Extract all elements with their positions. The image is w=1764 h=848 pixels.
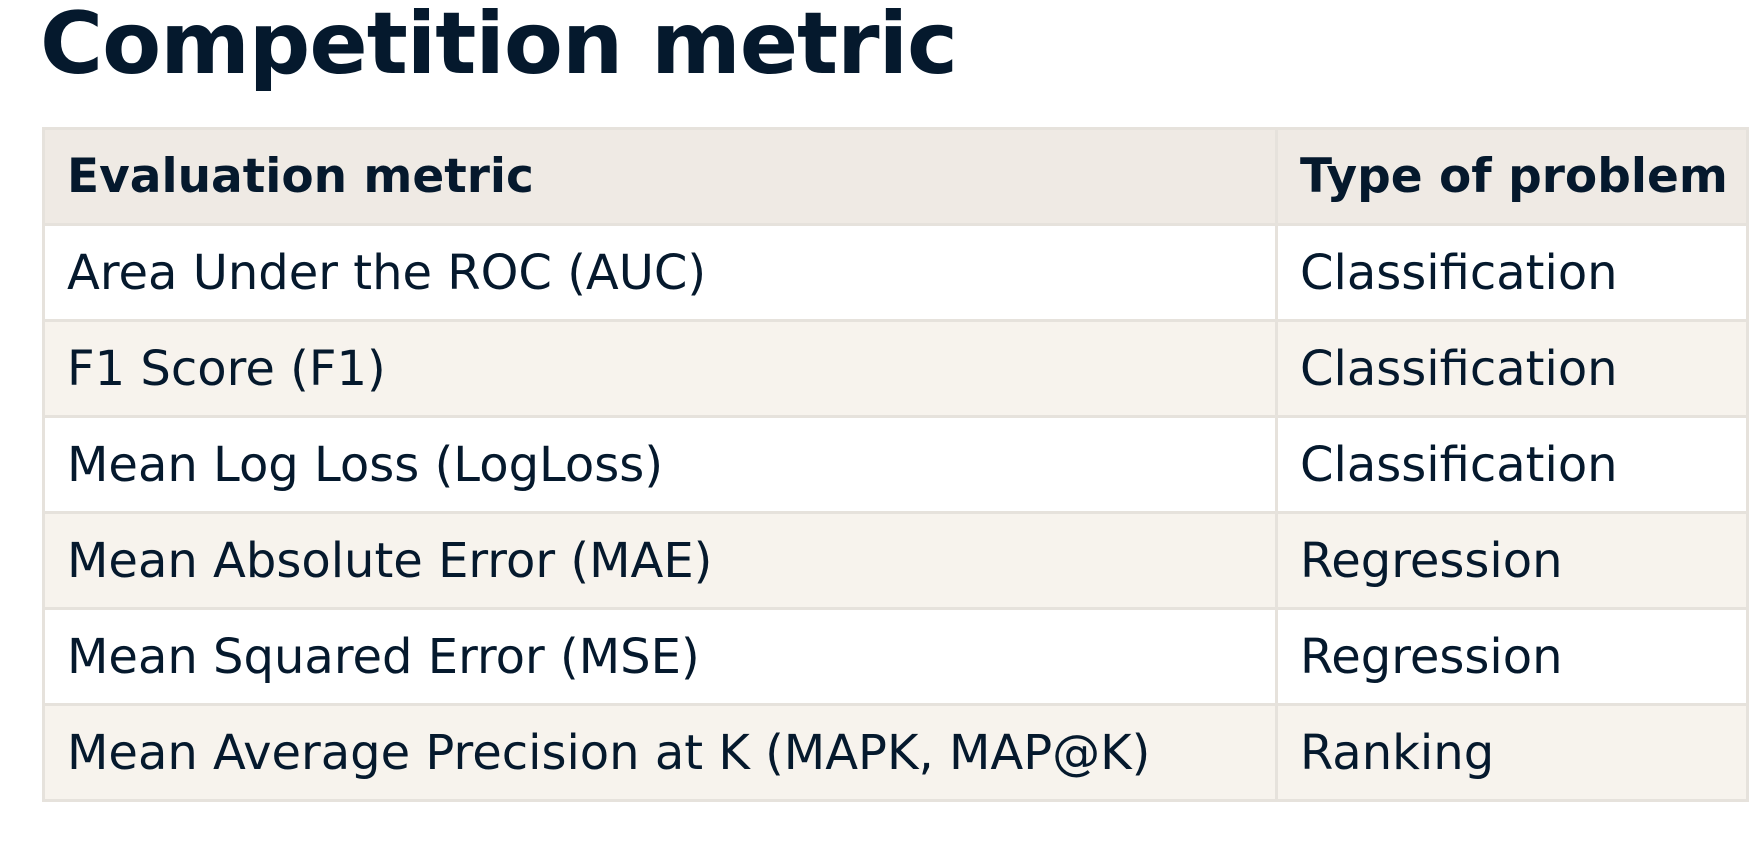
metric-cell: F1 Score (F1)	[42, 319, 1278, 418]
table-row: F1 Score (F1) Classification	[42, 319, 1749, 418]
metrics-table: Evaluation metric Type of problem Area U…	[42, 127, 1749, 802]
metric-cell: Mean Log Loss (LogLoss)	[42, 415, 1278, 514]
table-header-row: Evaluation metric Type of problem	[42, 127, 1749, 226]
metric-cell: Mean Average Precision at K (MAPK, MAP@K…	[42, 703, 1278, 802]
problem-type-cell: Regression	[1275, 607, 1749, 706]
column-header-type-of-problem: Type of problem	[1275, 127, 1749, 226]
metric-cell: Mean Absolute Error (MAE)	[42, 511, 1278, 610]
metric-cell: Mean Squared Error (MSE)	[42, 607, 1278, 706]
table-row: Area Under the ROC (AUC) Classification	[42, 223, 1749, 322]
table-row: Mean Log Loss (LogLoss) Classification	[42, 415, 1749, 514]
metric-cell: Area Under the ROC (AUC)	[42, 223, 1278, 322]
problem-type-cell: Ranking	[1275, 703, 1749, 802]
problem-type-cell: Classification	[1275, 223, 1749, 322]
table-row: Mean Squared Error (MSE) Regression	[42, 607, 1749, 706]
table-row: Mean Average Precision at K (MAPK, MAP@K…	[42, 703, 1749, 802]
problem-type-cell: Regression	[1275, 511, 1749, 610]
problem-type-cell: Classification	[1275, 319, 1749, 418]
table-row: Mean Absolute Error (MAE) Regression	[42, 511, 1749, 610]
problem-type-cell: Classification	[1275, 415, 1749, 514]
page-title: Competition metric	[40, 0, 958, 94]
column-header-evaluation-metric: Evaluation metric	[42, 127, 1278, 226]
